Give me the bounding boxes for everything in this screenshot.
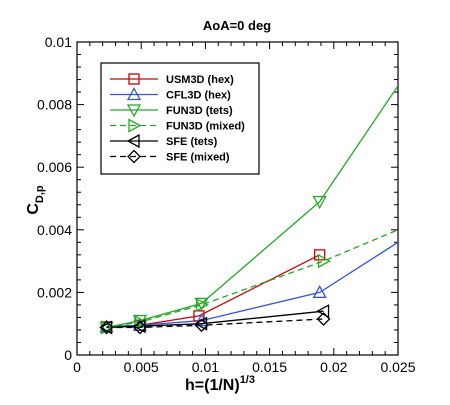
- data-point: [195, 297, 209, 313]
- series-line-4: [106, 310, 324, 329]
- series-line-1: [106, 241, 398, 328]
- x-tick-label: 0.005: [124, 359, 159, 375]
- y-axis-label-sub: D,p: [34, 185, 46, 203]
- data-point: [134, 315, 148, 330]
- data-point: [312, 195, 327, 209]
- y-tick-label: 0.006: [37, 159, 72, 175]
- x-axis-label-sup: 1/3: [240, 374, 255, 386]
- plot-frame: [76, 41, 399, 356]
- y-axis-label-text: CD,p: [25, 185, 46, 215]
- y-tick-label: 0.002: [37, 284, 72, 300]
- y-tick-label: 0.01: [45, 34, 72, 50]
- tick-labels: 0 0.005 0.01 0.015 0.02 0.025 0 0.002 0.004 0.006…: [37, 34, 416, 375]
- legend-label: USM3D (hex): [166, 74, 234, 86]
- data-point: [194, 318, 209, 333]
- legend-label: FUN3D (mixed): [166, 121, 245, 133]
- data-point: [193, 310, 205, 322]
- x-tick-label: 0.02: [320, 359, 347, 375]
- data-point: [99, 320, 114, 335]
- data-point: [314, 249, 326, 261]
- legend-marker: [128, 73, 140, 85]
- x-axis-label: h=(1/N)1/3: [185, 374, 255, 394]
- y-tick-label: 0: [64, 347, 72, 363]
- legend-box: [100, 62, 260, 175]
- x-tick-label: 0.015: [252, 359, 287, 375]
- legend-marker: [126, 133, 140, 149]
- legend-label: FUN3D (tets): [166, 105, 233, 117]
- data-point: [99, 321, 114, 335]
- axis-ticks: [76, 41, 399, 356]
- data-point: [317, 254, 331, 269]
- series-line-2: [106, 85, 398, 329]
- legend-marker: [126, 104, 142, 118]
- data-point: [194, 313, 209, 327]
- series-line-5: [106, 318, 324, 329]
- data-point: [312, 285, 327, 299]
- x-tick-label: 0: [73, 359, 81, 375]
- legend-marker: [127, 149, 141, 164]
- chart-title: AoA=0 deg: [203, 18, 271, 33]
- legend: USM3D (hex) CFL3D (hex) FUN3D (tets) FUN3D …: [100, 62, 260, 175]
- y-tick-label: 0.004: [37, 222, 72, 238]
- data-point: [316, 312, 331, 326]
- legend-items: USM3D (hex) CFL3D (hex) FUN3D (tets) FUN3D …: [110, 73, 245, 164]
- y-axis-label-base: C: [25, 203, 42, 215]
- y-tick-label: 0.008: [37, 97, 72, 113]
- legend-label: SFE (mixed): [166, 152, 230, 164]
- x-tick-label: 0.01: [192, 359, 219, 375]
- legend-label: CFL3D (hex): [166, 90, 231, 102]
- x-tick-label: 0.025: [380, 359, 415, 375]
- legend-marker: [128, 118, 142, 133]
- y-axis-label: CD,p: [25, 185, 46, 215]
- data-point: [99, 320, 113, 335]
- series-line-3: [106, 229, 398, 329]
- x-axis-label-base: h=(1/N): [185, 377, 240, 394]
- marker-layer: [99, 195, 331, 335]
- x-axis-label-text: h=(1/N)1/3: [185, 374, 255, 394]
- data-point: [132, 320, 147, 335]
- legend-label: SFE (tets): [166, 136, 218, 148]
- legend-marker: [126, 87, 142, 101]
